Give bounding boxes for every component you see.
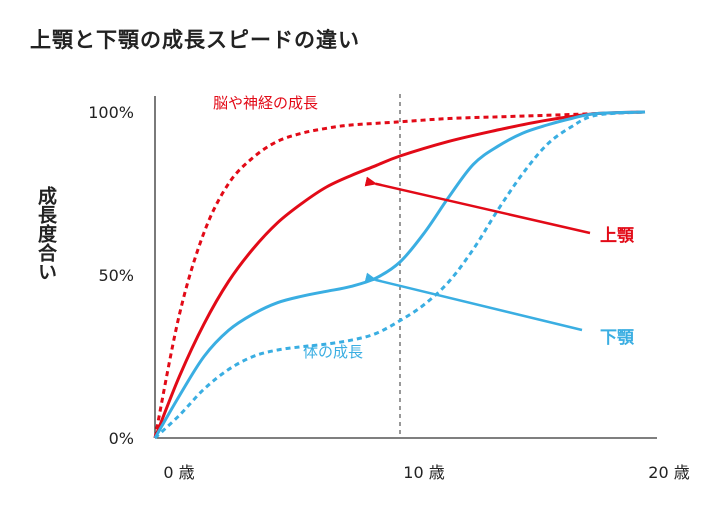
- annotation-lower-jaw: 下顎: [600, 328, 635, 348]
- y-tick-label: 0%: [109, 429, 134, 448]
- y-tick-label: 50%: [98, 266, 134, 285]
- tick-layer: 0% 50% 100% 0 歳 10 歳 20 歳: [88, 103, 689, 482]
- body-growth-line: [153, 110, 646, 440]
- upper-jaw-line: [153, 110, 646, 439]
- x-tick-label: 20 歳: [648, 463, 689, 482]
- chart-title: 上顎と下顎の成長スピードの違い: [30, 28, 360, 52]
- annotation-brain-nerve: 脳や神経の成長: [213, 94, 318, 112]
- lower-jaw-arrow: [364, 272, 583, 332]
- x-tick-label: 10 歳: [403, 463, 444, 482]
- annotation-body-growth: 体の成長: [303, 343, 363, 361]
- annotation-upper-jaw: 上顎: [600, 226, 635, 246]
- axes: [154, 94, 657, 439]
- x-tick-label: 0 歳: [163, 463, 194, 482]
- y-axis-label: 成長度合い: [35, 186, 57, 281]
- lower-jaw-line: [153, 110, 646, 439]
- upper-jaw-arrow: [364, 176, 591, 235]
- y-tick-label: 100%: [88, 103, 134, 122]
- series-layer: [153, 110, 646, 440]
